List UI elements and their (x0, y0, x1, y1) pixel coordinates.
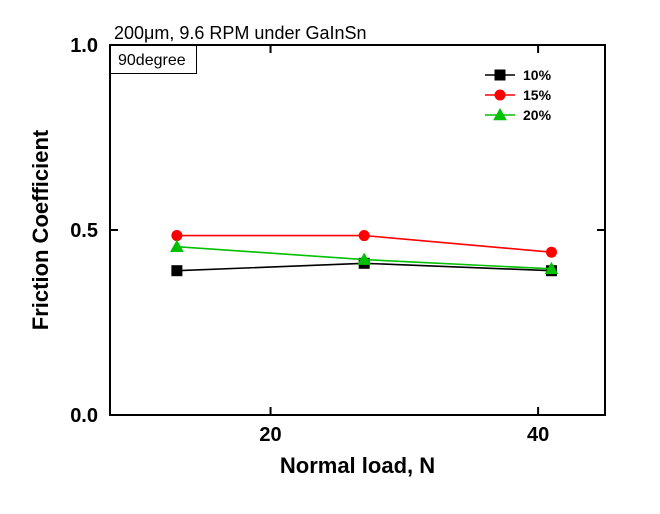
xtick-label: 40 (527, 424, 549, 446)
marker-circle (495, 90, 505, 100)
marker-circle (172, 231, 182, 241)
legend-label: 20% (523, 107, 552, 123)
legend-label: 10% (523, 67, 552, 83)
marker-square (495, 70, 505, 80)
ytick-label: 0.0 (70, 405, 98, 427)
xtick-label: 20 (259, 424, 281, 446)
annotation-label: 90degree (118, 52, 186, 69)
marker-circle (359, 231, 369, 241)
chart-title: 200μm, 9.6 RPM under GaInSn (114, 23, 367, 43)
x-axis-label: Normal load, N (280, 453, 435, 478)
y-axis-label: Friction Coefficient (28, 129, 53, 330)
ytick-label: 1.0 (70, 35, 98, 57)
legend-label: 15% (523, 87, 552, 103)
marker-square (172, 266, 182, 276)
ytick-label: 0.5 (70, 220, 98, 242)
marker-circle (546, 247, 556, 257)
chart-container: 20 40 0.0 0.5 1.0 Normal load, N Friction Coef… (0, 0, 660, 514)
chart-svg: 20 40 0.0 0.5 1.0 Normal load, N Friction Coef… (0, 0, 660, 514)
